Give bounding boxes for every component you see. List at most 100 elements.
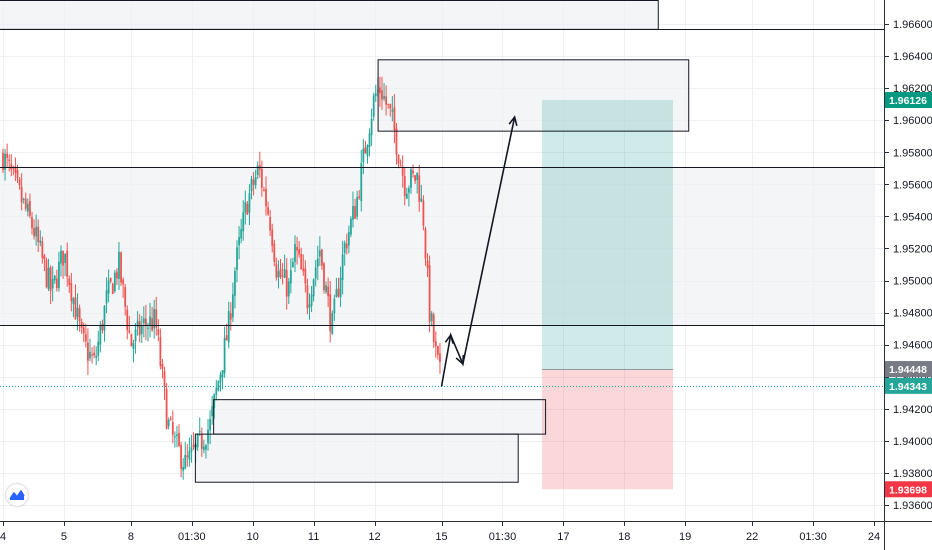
candle-body	[101, 323, 104, 331]
candle-body	[424, 228, 427, 259]
candle-body	[39, 240, 42, 243]
candle-body	[337, 288, 340, 297]
x-tick-label: 10	[247, 531, 259, 543]
candle-body	[331, 313, 334, 335]
candle-body	[95, 355, 98, 358]
candle-body	[20, 186, 23, 203]
candle-body	[283, 268, 286, 278]
candle-body	[352, 205, 354, 220]
candle-body	[53, 275, 56, 281]
candle-body	[103, 306, 106, 331]
candle-body	[70, 283, 73, 302]
candle-body	[434, 341, 437, 347]
candle-body	[29, 200, 31, 216]
zone-border	[377, 59, 690, 132]
candle-body	[207, 429, 209, 444]
candle-body	[138, 321, 141, 336]
candle-body	[345, 243, 348, 249]
candle-body	[33, 228, 35, 237]
candle-body	[341, 254, 344, 281]
candle-body	[124, 286, 127, 307]
candle-body	[343, 242, 346, 253]
candle-body	[271, 229, 274, 246]
candle-body	[43, 255, 46, 260]
candle-body	[173, 436, 176, 438]
candle-body	[198, 431, 201, 433]
y-tick-label: 1.94200	[893, 404, 932, 416]
y-tick-label: 1.95000	[893, 276, 932, 288]
candle-body	[403, 176, 406, 197]
price-badge-label: 1.94343	[889, 381, 927, 393]
candle-body	[420, 198, 423, 202]
zone-fill	[213, 399, 546, 434]
candle-body	[327, 286, 330, 297]
candle-body	[66, 250, 69, 277]
candle-body	[84, 334, 87, 342]
candle-body	[368, 133, 371, 147]
x-tick-label: 01:30	[178, 531, 206, 543]
candle-body	[196, 434, 199, 448]
candle-body	[219, 374, 222, 383]
tradingview-logo[interactable]	[6, 484, 28, 506]
candle-body	[142, 318, 145, 324]
x-tick-label: 5	[61, 531, 67, 543]
candle-body	[58, 261, 60, 289]
candle-body	[256, 165, 259, 176]
candle-body	[37, 226, 40, 243]
candle-body	[184, 454, 187, 469]
candle-body	[18, 179, 21, 186]
candle-body	[432, 314, 435, 343]
candle-body	[401, 166, 404, 176]
candle-body	[323, 263, 325, 291]
candle-body	[47, 267, 50, 289]
price-badge	[885, 92, 932, 109]
candle-body	[393, 107, 396, 130]
candle-body	[24, 198, 27, 209]
candle-body	[314, 267, 317, 279]
y-tick-label: 1.95200	[893, 243, 932, 255]
x-tick-label: 22	[746, 531, 758, 543]
candle-body	[45, 259, 48, 288]
projection-arrow[interactable]	[440, 115, 518, 387]
x-tick-label: 8	[128, 531, 134, 543]
candle-body	[298, 249, 301, 255]
candle-body	[182, 467, 185, 471]
candle-body	[428, 265, 431, 322]
candle-body	[339, 277, 342, 298]
tradingview-icon	[9, 490, 25, 500]
candle-body	[91, 354, 93, 356]
candle-body	[383, 96, 385, 99]
arrowhead	[444, 333, 454, 344]
candle-body	[169, 418, 172, 420]
candle-body	[316, 258, 319, 267]
candle-body	[136, 320, 139, 328]
candle-body	[192, 444, 195, 448]
candle-body	[200, 434, 203, 449]
candle-body	[8, 159, 11, 162]
candle-body	[304, 268, 307, 284]
candle-body	[134, 329, 137, 342]
candle-body	[231, 294, 234, 318]
position-profit-zone	[542, 100, 673, 370]
candle-body	[62, 250, 64, 266]
candle-body	[240, 229, 243, 239]
candle-body	[171, 422, 174, 435]
candle-body	[205, 445, 207, 450]
horizontal-lines[interactable]	[0, 29, 884, 387]
candle-body	[265, 188, 267, 207]
candle-body	[289, 270, 292, 284]
candle-body	[412, 170, 414, 174]
candle-body	[99, 325, 102, 345]
candle-body	[234, 270, 236, 296]
candle-body	[248, 193, 251, 213]
candle-body	[325, 285, 327, 292]
long-position-tool[interactable]	[542, 100, 673, 490]
candle-body	[178, 432, 180, 446]
x-tick-label: 12	[368, 531, 380, 543]
candle-body	[379, 87, 381, 94]
zone-border	[194, 433, 519, 483]
candle-body	[111, 283, 114, 294]
candle-body	[335, 289, 338, 298]
candle-body	[26, 203, 29, 212]
candle-body	[347, 232, 350, 246]
